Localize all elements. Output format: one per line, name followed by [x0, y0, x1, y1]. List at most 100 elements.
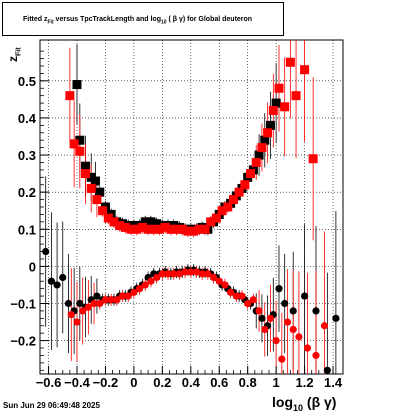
y-tick-label: 0.5 [18, 74, 36, 89]
data-point-square [240, 180, 250, 190]
data-point-square [172, 224, 182, 234]
data-point-circle [101, 296, 110, 304]
data-point-circle [281, 299, 289, 308]
data-point-square [274, 83, 284, 93]
data-point-circle [153, 273, 161, 282]
data-point-circle [215, 277, 223, 285]
data-point-circle [93, 292, 101, 300]
x-tick-label: 1.2 [296, 375, 314, 390]
data-point-square [271, 98, 281, 108]
data-point-square [183, 226, 193, 236]
data-point-square [200, 224, 210, 234]
data-point-square [251, 157, 261, 167]
data-point-circle [107, 296, 115, 304]
data-point-square [254, 150, 264, 160]
data-point-square [140, 217, 150, 227]
data-point-circle [158, 270, 166, 278]
data-point-square [90, 176, 100, 186]
data-point-circle [255, 307, 263, 315]
chart-title: Fitted zFit versus TpcTrackLength and lo… [23, 16, 253, 26]
data-point-circle [303, 344, 312, 352]
data-point-circle [118, 292, 127, 300]
data-point-circle [67, 311, 75, 319]
x-tick-label: −0.6 [36, 375, 62, 390]
data-point-circle [289, 307, 297, 315]
data-point-square [149, 224, 159, 234]
data-point-square [285, 57, 295, 67]
footer-date: Sun Jun 29 06:49:48 2025 [3, 401, 100, 410]
data-point-circle [59, 273, 67, 282]
x-tick-label: 0.2 [153, 375, 171, 390]
data-point-circle [312, 307, 320, 315]
data-point-square [228, 195, 238, 205]
x-tick-label: −0.4 [64, 375, 90, 390]
x-tick-label: −0.2 [93, 375, 119, 390]
data-point-square [69, 139, 79, 149]
data-point-circle [147, 277, 155, 285]
data-point-square [280, 102, 290, 112]
x-tick-label: 1.4 [324, 375, 343, 390]
data-point-circle [238, 292, 246, 300]
data-point-square [211, 213, 221, 223]
y-tick-label: 0.4 [18, 111, 37, 126]
data-point-square [260, 135, 270, 145]
data-point-circle [227, 288, 235, 296]
data-point-square [109, 217, 119, 227]
data-point-square [300, 65, 310, 75]
x-axis-title: log10 (β γ) [272, 394, 337, 413]
data-point-circle [192, 268, 201, 276]
x-tick-label: 0 [130, 375, 137, 390]
data-point-circle [283, 318, 292, 326]
data-point-square [246, 169, 256, 179]
data-point-circle [164, 270, 172, 278]
data-point-circle [84, 303, 92, 311]
data-point-square [291, 91, 301, 101]
data-point-square [103, 213, 113, 223]
y-tick-label: 0 [29, 259, 36, 274]
data-point-circle [320, 322, 329, 330]
data-point-circle [135, 285, 144, 293]
data-point-square [234, 187, 244, 197]
data-point-square [154, 224, 164, 234]
data-point-square [81, 169, 91, 179]
data-point-square [98, 206, 108, 216]
data-point-circle [312, 351, 320, 360]
data-point-square [86, 183, 96, 193]
data-point-circle [76, 299, 84, 308]
data-point-square [268, 106, 278, 116]
y-axis-title: zFit [6, 47, 23, 62]
data-point-circle [141, 281, 149, 289]
data-point-circle [64, 299, 73, 308]
data-point-circle [232, 292, 240, 300]
data-point-square [160, 222, 170, 232]
data-point-square [206, 217, 216, 227]
data-point-circle [295, 333, 303, 341]
data-point-circle [249, 296, 257, 304]
data-point-square [189, 226, 199, 236]
grid-lines [40, 40, 343, 374]
data-point-square [75, 146, 85, 156]
data-point-square [75, 135, 85, 145]
data-point-square [166, 224, 176, 234]
data-point-square [308, 154, 318, 164]
data-point-circle [47, 277, 55, 285]
data-point-square [120, 222, 130, 232]
y-tick-label: 0.1 [18, 222, 36, 237]
data-point-circle [332, 314, 340, 322]
data-point-square [146, 217, 156, 227]
y-tick-label: 0.3 [18, 148, 36, 163]
data-point-circle [300, 292, 309, 300]
data-point-square [137, 222, 147, 232]
data-point-circle [221, 281, 229, 289]
data-point-square [143, 224, 153, 234]
data-point-square [95, 187, 105, 197]
data-point-circle [53, 281, 61, 289]
data-point-circle [261, 325, 269, 334]
data-point-circle [275, 285, 283, 293]
axis-ticks: −0.6 −0.4 −0.2 0 0.2 0.4 0.6 0.8 1 1.2 1.4−0.2−0.1… [10, 50, 343, 390]
data-point-circle [278, 355, 286, 363]
data-point-circle [323, 366, 331, 374]
data-point-square [217, 206, 227, 216]
x-tick-label: 0.8 [239, 375, 257, 390]
data-points [42, 57, 340, 374]
